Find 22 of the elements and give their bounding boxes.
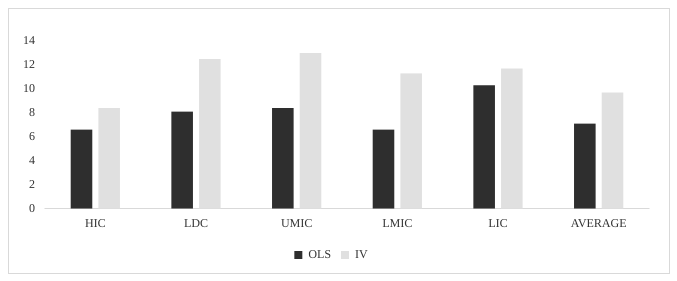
x-tick-label: HIC [84, 216, 106, 230]
x-tick-label: UMIC [280, 216, 312, 230]
y-tick-label: 2 [29, 176, 35, 191]
y-tick-label: 6 [29, 128, 35, 143]
y-tick-label: 10 [23, 81, 35, 96]
y-tick-label: 14 [23, 33, 35, 48]
bar [70, 130, 92, 209]
y-tick-label: 8 [29, 104, 35, 119]
x-tick-label: LDC [184, 216, 208, 230]
bar [473, 85, 495, 209]
legend-label: IV [355, 247, 368, 262]
x-tick-label: LIC [488, 216, 508, 230]
x-tick-label: LMIC [382, 216, 412, 230]
legend-label: OLS [308, 247, 332, 262]
bar [171, 112, 193, 209]
bar [372, 130, 394, 209]
y-tick-label: 4 [29, 152, 35, 167]
y-tick-label: 12 [23, 57, 35, 72]
y-tick-label: 0 [29, 200, 35, 215]
bar [272, 108, 294, 209]
x-tick-label: AVERAGE [570, 216, 627, 230]
bar [574, 124, 596, 209]
